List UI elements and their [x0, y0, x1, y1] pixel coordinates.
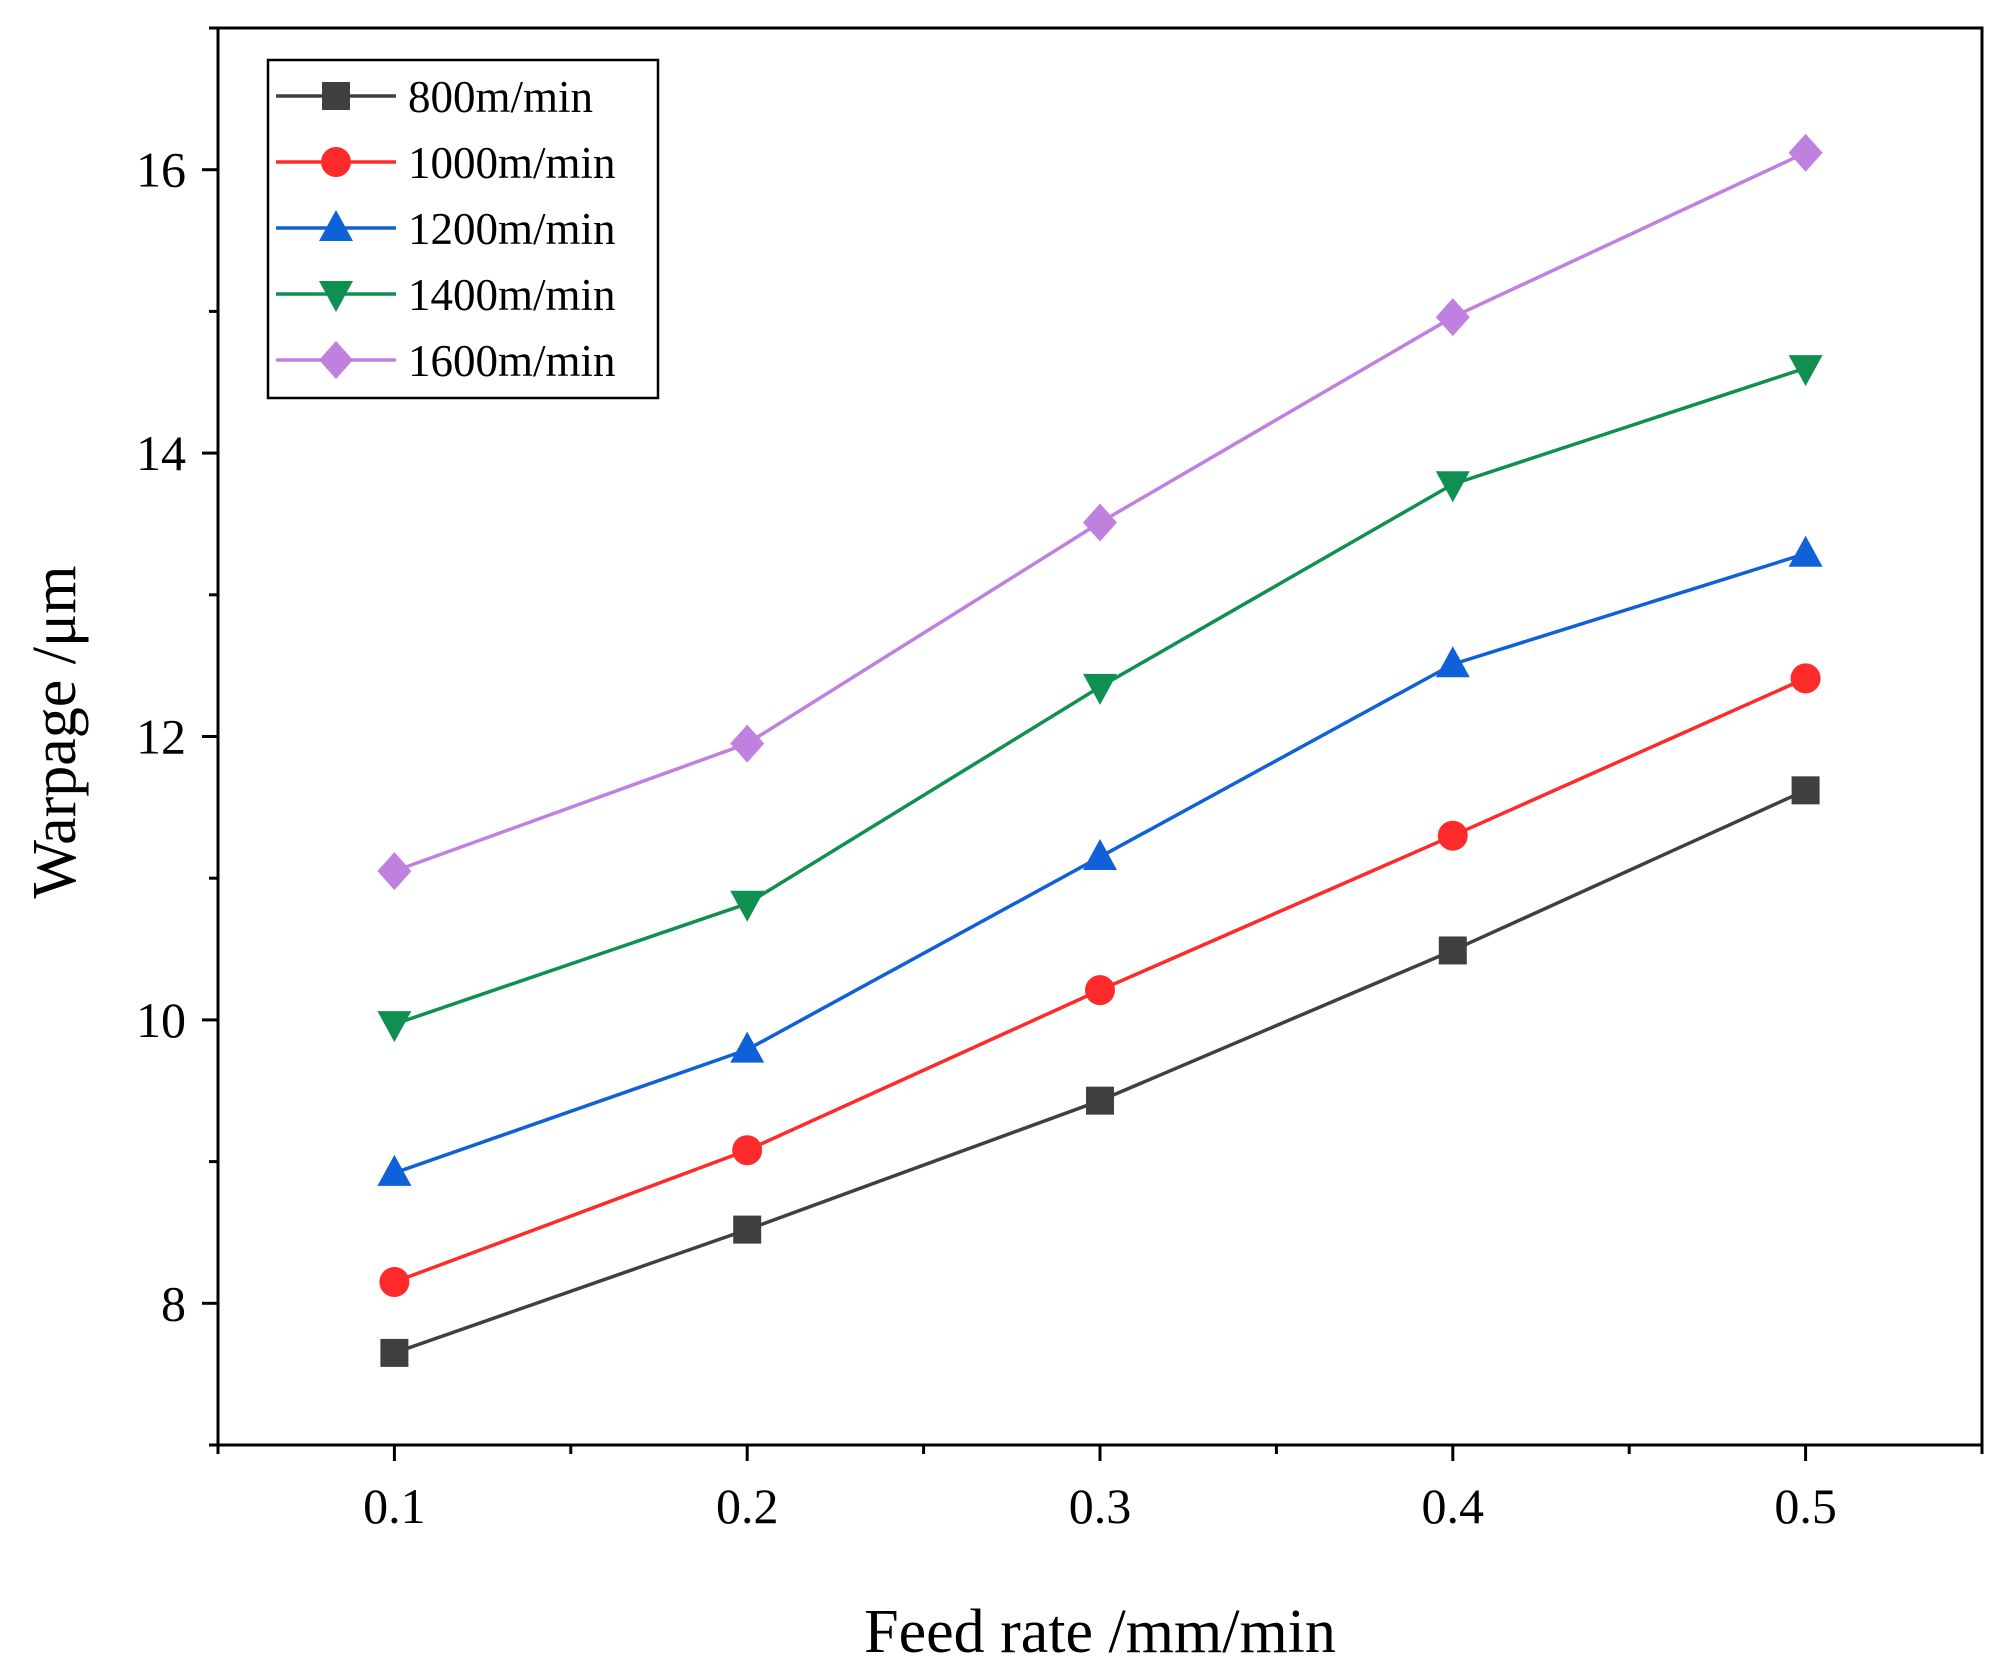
y-tick-label: 10 [136, 992, 186, 1048]
legend-item: 1200m/min [276, 204, 616, 254]
data-point [1083, 838, 1117, 870]
legend-item: 800m/min [276, 72, 593, 122]
x-axis: 0.1 0.2 0.3 0.4 0.5 [216, 1445, 1984, 1534]
data-point [1437, 820, 1468, 851]
data-point [1790, 663, 1821, 694]
data-point [1435, 471, 1470, 503]
data-point [1788, 535, 1823, 567]
data-point [377, 1011, 412, 1043]
legend-marker [322, 82, 350, 110]
x-tick-label: 0.2 [716, 1478, 779, 1534]
series-1000m-min [379, 663, 1821, 1298]
data-point [732, 1135, 763, 1166]
legend-label: 1000m/min [408, 138, 616, 188]
legend-label: 1200m/min [408, 204, 616, 254]
data-point [1085, 975, 1115, 1006]
y-axis: 8 10 12 14 16 [136, 26, 218, 1447]
x-tick-label: 0.5 [1774, 1478, 1837, 1534]
x-axis-label: Feed rate /mm/min [864, 1598, 1336, 1666]
data-point [733, 1215, 762, 1244]
data-point [1791, 776, 1820, 805]
x-tick-label: 0.1 [363, 1478, 426, 1534]
y-tick-label: 16 [136, 142, 186, 198]
data-point [730, 890, 765, 922]
data-point [1083, 503, 1117, 542]
data-point [1435, 298, 1470, 337]
legend: 800m/min 1000m/min 1200m/min 1400m/min 1600m… [266, 58, 660, 400]
y-tick-label: 12 [136, 709, 186, 765]
series-layer [377, 133, 1823, 1367]
data-point [1435, 646, 1470, 678]
legend-item: 1600m/min [276, 336, 616, 386]
y-tick-label: 8 [161, 1275, 186, 1331]
legend-label: 800m/min [408, 72, 593, 122]
x-tick-label: 0.4 [1422, 1478, 1485, 1534]
legend-marker [319, 341, 353, 379]
data-point [377, 1154, 412, 1186]
series-1400m-min [377, 355, 1823, 1043]
data-point [380, 1338, 409, 1367]
legend-marker [321, 147, 351, 177]
legend-item: 1400m/min [276, 270, 616, 320]
legend-marker [319, 210, 353, 241]
data-point [1083, 673, 1117, 705]
series-1600m-min [377, 133, 1823, 891]
data-point [1788, 133, 1823, 172]
x-tick-label: 0.3 [1069, 1478, 1132, 1534]
legend-label: 1600m/min [408, 336, 616, 386]
legend-marker [319, 281, 353, 312]
series-800m-min [380, 776, 1820, 1367]
data-point [1788, 355, 1823, 387]
data-point [730, 724, 765, 763]
data-point [379, 1267, 410, 1298]
legend-item: 1000m/min [276, 138, 616, 188]
data-point [1086, 1086, 1114, 1115]
y-tick-label: 14 [136, 425, 186, 481]
legend-label: 1400m/min [408, 270, 616, 320]
data-point [1438, 936, 1467, 965]
data-point [377, 852, 412, 891]
series-line [393, 788, 1807, 1355]
data-point [730, 1031, 765, 1063]
y-axis-label: Warpage /μm [21, 566, 89, 899]
series-1200m-min [377, 535, 1823, 1186]
